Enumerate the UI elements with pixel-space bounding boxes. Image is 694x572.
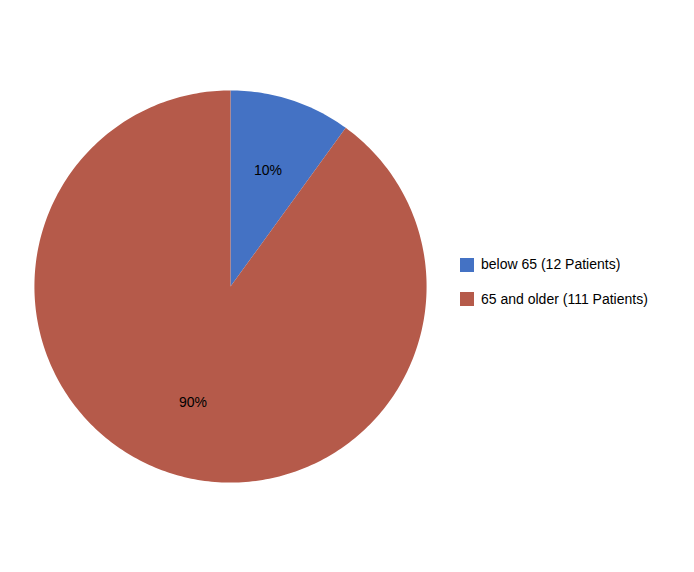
html-text:65 and older (111 Patients): 65 and older (111 Patients) — [481, 290, 648, 307]
svg-text:90%: 90% — [179, 394, 207, 410]
svg-text:10%: 10% — [254, 162, 282, 178]
html-text:below 65 (12 Patients): below 65 (12 Patients) — [481, 255, 621, 272]
